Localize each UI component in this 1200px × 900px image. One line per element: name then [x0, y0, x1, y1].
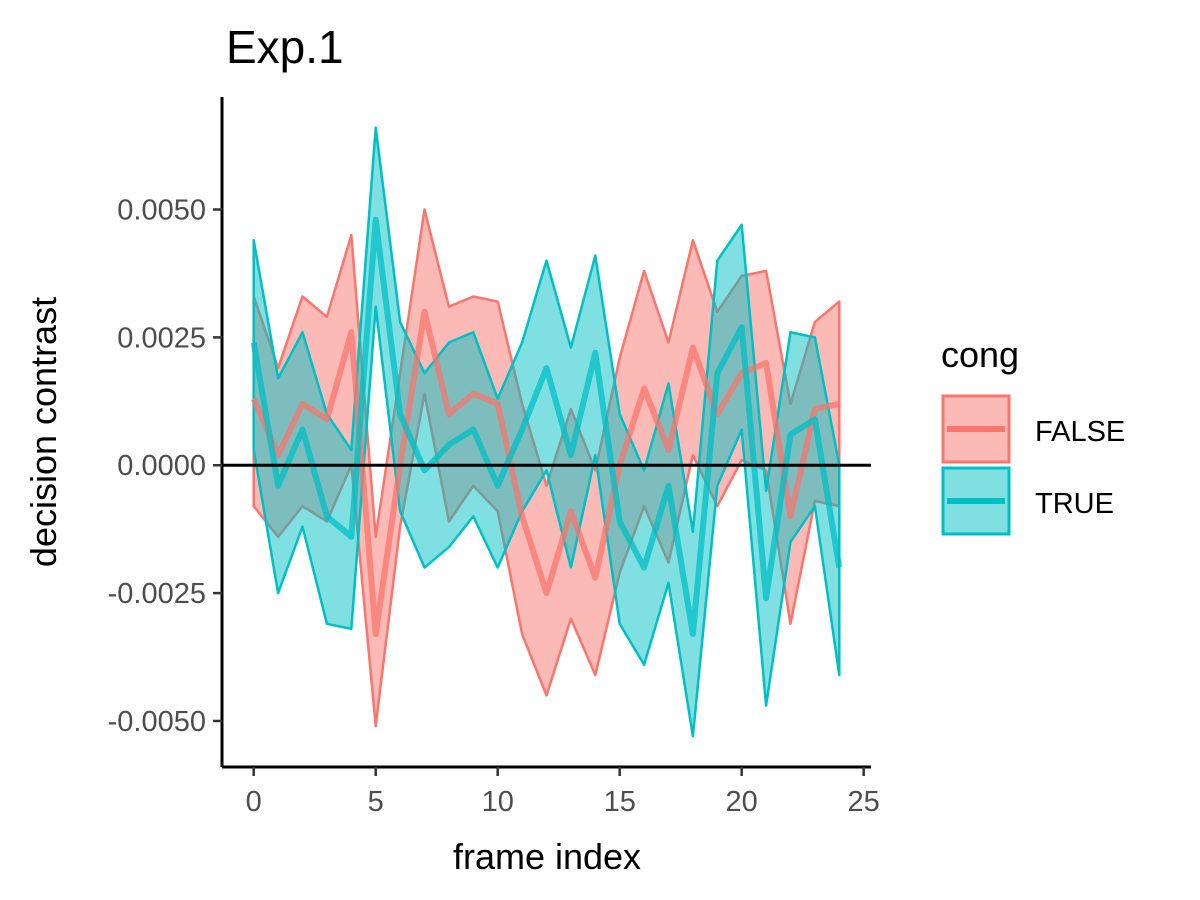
legend-item-false: FALSE — [941, 394, 1125, 464]
x-tick-label: 0 — [246, 786, 262, 818]
legend-label-false: FALSE — [1035, 416, 1125, 448]
y-tick-label: -0.0050 — [108, 706, 206, 738]
x-tick-label: 15 — [604, 786, 636, 818]
y-tick-label: 0.0000 — [117, 450, 206, 482]
x-tick-label: 25 — [848, 786, 880, 818]
legend-label-true: TRUE — [1035, 488, 1114, 520]
y-tick-label: 0.0050 — [117, 195, 206, 227]
y-tick-label: -0.0025 — [108, 578, 206, 610]
x-tick-label: 10 — [482, 786, 514, 818]
legend-title: cong — [941, 334, 1019, 375]
x-tick-label: 5 — [368, 786, 384, 818]
x-axis-label: frame index — [453, 836, 641, 877]
x-tick-label: 20 — [726, 786, 758, 818]
plot-area — [222, 126, 871, 738]
y-axis-label: decision contrast — [23, 297, 64, 567]
y-tick-label: 0.0025 — [117, 322, 206, 354]
series-line-true — [250, 216, 843, 638]
ribbon-true — [252, 126, 841, 738]
axes: 0 5 10 15 20 25 -0.0050 -0.0025 0.0000 0.0025 0.0… — [108, 97, 880, 818]
x-ticks: 0 5 10 15 20 25 — [246, 767, 880, 818]
legend: cong FALSE TRUE — [941, 334, 1125, 536]
chart-title: Exp.1 — [226, 21, 344, 73]
legend-item-true: TRUE — [941, 466, 1114, 536]
series-line-false — [250, 308, 840, 638]
y-ticks: -0.0050 -0.0025 0.0000 0.0025 0.0050 — [108, 195, 222, 738]
